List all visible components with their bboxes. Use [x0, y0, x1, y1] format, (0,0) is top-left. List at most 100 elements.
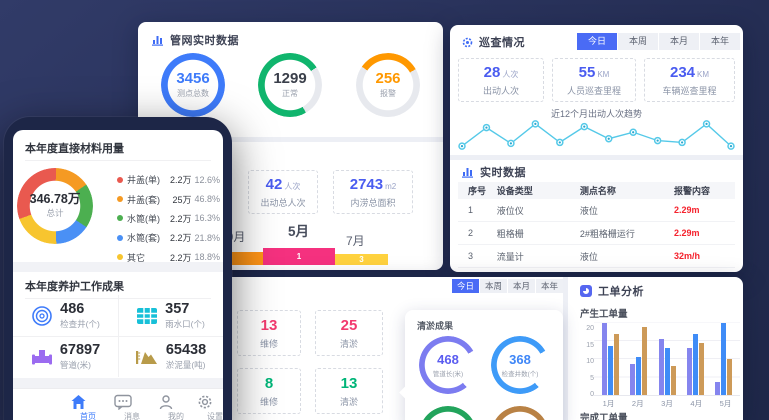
bar-series-blue: [608, 346, 613, 395]
stat-value: 28: [483, 63, 501, 81]
bar-group: [658, 339, 676, 395]
bar-series-tan: [698, 342, 704, 395]
stat-patrol-km-vehicle: 234 KM 车辆巡查里程: [644, 58, 735, 102]
section-divider: [138, 137, 443, 142]
alarm-value: 2.29m: [674, 205, 700, 215]
donut-ring: [258, 53, 322, 117]
donut-total: 346.78万: [29, 192, 81, 206]
home-icon: [70, 394, 106, 410]
podium-bar-rank3: 3: [335, 254, 388, 265]
legend-row: 水篦(套) 2.2万 21.8%: [117, 228, 220, 247]
patrol-period-tabs: 今日 本周 本月 本年: [577, 33, 740, 50]
section-divider: [563, 277, 568, 420]
gear-badge-icon: [462, 37, 473, 48]
tab-today[interactable]: 今日: [452, 279, 479, 293]
bar-series-purple: [602, 323, 607, 395]
legend-dot: [117, 215, 123, 222]
tab-week[interactable]: 本周: [480, 279, 507, 293]
stat-label: 内涝总面积: [350, 197, 396, 208]
section-divider: [450, 155, 743, 160]
bar-series-blue: [692, 333, 698, 395]
table-header-row: 序号 设备类型 测点名称 报警内容: [458, 182, 735, 199]
tab-today[interactable]: 今日: [577, 33, 617, 50]
stat-repair-2: 8 维修: [237, 368, 301, 414]
gear-icon: [197, 394, 223, 410]
legend-dot: [117, 176, 123, 183]
stat-value: 234: [669, 63, 696, 81]
work-period-tabs: 今日 本周 本月 本年: [452, 279, 563, 293]
bar-series-purple: [630, 364, 636, 395]
legend-dot: [117, 254, 123, 261]
col-alarm: 报警内容: [674, 186, 711, 196]
tab-home[interactable]: 首页: [70, 394, 106, 420]
bar-chart-icon: [152, 34, 164, 46]
col-point-name: 测点名称: [579, 186, 616, 196]
donut-value: 256: [375, 70, 401, 87]
bar-series-purple: [686, 348, 692, 395]
tab-week[interactable]: 本周: [618, 33, 658, 50]
stat-unit: KM: [597, 69, 610, 79]
bar-series-tan: [670, 366, 676, 395]
panel-title: 管网实时数据: [170, 35, 239, 47]
stat-flood-area: 2743 m2 内涝总面积: [333, 170, 413, 214]
col-device-type: 设备类型: [496, 186, 533, 196]
panel-title: 实时数据: [480, 167, 526, 179]
tab-month[interactable]: 本月: [508, 279, 535, 293]
bar-series-tan: [614, 333, 619, 395]
legend-row: 其它 2.2万 18.8%: [117, 248, 220, 267]
gully-grate-icon: [136, 306, 158, 326]
donut-total-points: 3456 测点总数: [161, 53, 225, 117]
chart1-title: 产生工单量: [580, 309, 628, 320]
phone-tabbar: 首页 消息 我的 设置: [13, 388, 223, 420]
stat-label: 出动总人次: [260, 197, 306, 208]
section-band: [13, 378, 223, 388]
x-tick-label: 4月: [690, 399, 703, 408]
x-tick-label: 3月: [661, 399, 673, 408]
stat-patrol-km-person: 55 KM 人员巡查里程: [552, 58, 636, 102]
maint-item-gully: 357 雨水口(个): [118, 295, 223, 336]
material-donut: 346.78万 总计: [17, 168, 93, 244]
y-axis: 20 15 10 5 0: [586, 325, 594, 398]
table-row: 3 流量计 液位 32m/h: [458, 245, 735, 268]
stat-label: 出动人次: [482, 85, 519, 96]
tab-messages[interactable]: 消息: [114, 394, 150, 420]
donut-ring: [161, 53, 225, 117]
stat-label: 人员巡查里程: [566, 85, 621, 96]
gauge-partial-tan: [491, 406, 549, 420]
x-tick-label: 1月: [602, 399, 615, 408]
donut-normal: 1299 正常: [258, 53, 322, 117]
bar-series-purple: [658, 339, 664, 395]
x-tick-label: 5月: [719, 399, 732, 408]
donut-ring: [356, 53, 420, 117]
panel-patrol: 巡查情况 今日 本周 本月 本年 28 人次 出动人次 55 KM 人员巡查里程 2…: [450, 25, 743, 272]
donut-label: 测点总数: [177, 89, 209, 98]
bar-group: [602, 323, 619, 395]
tab-month[interactable]: 本月: [659, 33, 699, 50]
chart2-title: 完成工单量: [580, 413, 628, 420]
phone-mockup: 本年度直接材料用量 346.78万 总计 井盖(单) 2.2万 12.6% 井盖(套)…: [4, 117, 232, 420]
trend-caption: 近12个月出动人次趋势: [550, 109, 642, 119]
bar-group: [630, 326, 648, 395]
donut-alarm: 256 报警: [356, 53, 420, 117]
table-row: 1 液位仪 液位 2.29m: [458, 199, 735, 222]
material-card-title: 本年度直接材料用量: [25, 143, 124, 155]
stat-value: 55: [578, 63, 596, 81]
bar-plot: [594, 322, 740, 396]
stat-value: 2743: [349, 175, 384, 193]
stat-patrol-people: 28 人次 出动人次: [458, 58, 544, 102]
divider: [25, 160, 211, 161]
maint-item-sludge: 65438 淤泥量(吨): [118, 336, 223, 377]
realtime-table: 序号 设备类型 测点名称 报警内容 1 液位仪 液位 2.29m 2 粗格栅 2…: [458, 182, 735, 268]
bar-chart-icon: [462, 166, 474, 178]
donut-label: 正常: [282, 89, 298, 98]
tab-year[interactable]: 本年: [536, 279, 563, 293]
stat-dredge-2: 13 清淤: [315, 368, 383, 414]
tab-settings[interactable]: 设置: [197, 394, 223, 420]
alarm-value: 32m/h: [674, 251, 701, 261]
pipe-icon: [31, 347, 53, 367]
bar-series-purple: [715, 382, 720, 395]
sludge-mound-icon: [135, 347, 159, 367]
tab-year[interactable]: 本年: [700, 33, 740, 50]
tab-profile[interactable]: 我的: [158, 394, 194, 420]
